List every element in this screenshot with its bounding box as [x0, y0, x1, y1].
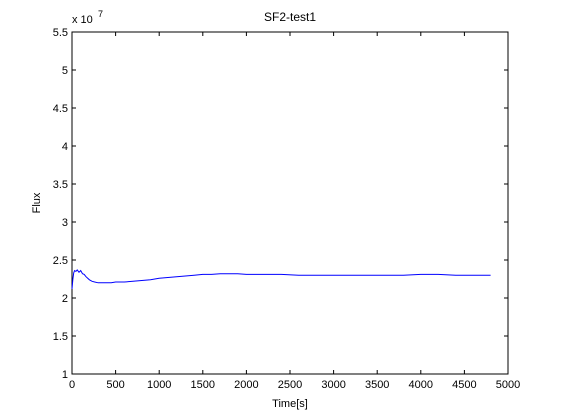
y-tick-label: 5	[62, 65, 68, 77]
x-tick-label: 4500	[452, 379, 476, 391]
plot-area-box	[71, 31, 509, 375]
multiplier-exponent: 7	[98, 9, 103, 19]
x-tick-label: 3500	[365, 379, 389, 391]
x-tick-label: 1000	[147, 379, 171, 391]
x-tick-label: 1500	[191, 379, 215, 391]
y-tick-label: 2	[62, 293, 68, 305]
x-axis-ticks: 0 500 1000 1500 2000 2500 3000 3500 4000 4500 5000	[69, 32, 520, 391]
series-layer	[71, 269, 491, 289]
plot-frame	[71, 31, 509, 375]
x-tick-label: 3000	[321, 379, 345, 391]
y-axis-ticks: 1 1.5 2 2.5 3 3.5 4 4.5 5 5.5	[53, 27, 508, 381]
y-tick-label: 2.5	[53, 255, 68, 267]
y-tick-label: 4	[62, 141, 68, 153]
y-tick-label: 3.5	[53, 179, 68, 191]
y-tick-label: 3	[62, 217, 68, 229]
y-axis-title: Flux	[31, 192, 43, 213]
chart-title: SF2-test1	[264, 10, 316, 24]
y-tick-label: 1	[62, 369, 68, 381]
x-tick-label: 4000	[409, 379, 433, 391]
y-axis-multiplier: x 10 7	[72, 9, 103, 26]
x-axis-title: Time[s]	[272, 398, 308, 410]
x-tick-label: 5000	[496, 379, 520, 391]
y-tick-label: 1.5	[53, 331, 68, 343]
series-line	[71, 269, 491, 289]
x-tick-label: 500	[106, 379, 124, 391]
y-tick-label: 4.5	[53, 103, 68, 115]
x-tick-label: 2000	[234, 379, 258, 391]
x-tick-label: 2500	[278, 379, 302, 391]
x-tick-label: 0	[69, 379, 75, 391]
y-tick-label: 5.5	[53, 27, 68, 39]
multiplier-base: x 10	[72, 14, 93, 26]
